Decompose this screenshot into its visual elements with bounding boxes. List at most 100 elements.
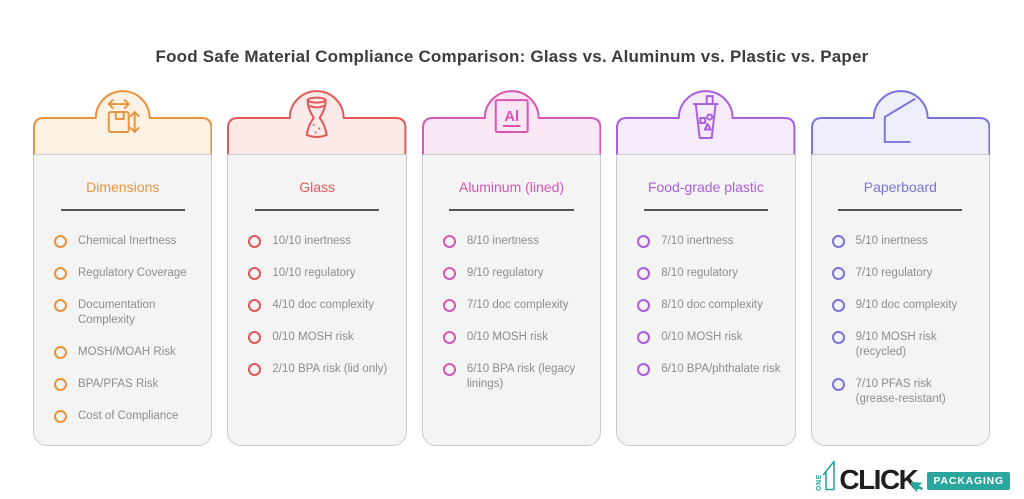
criteria-item: Cost of Compliance: [54, 409, 205, 424]
svg-text:Al: Al: [504, 108, 519, 125]
criteria-item: 8/10 inertness: [442, 234, 594, 249]
card-body: Glass 10/10 inertness 10/10 regulatory 4/1…: [227, 154, 407, 446]
bullet-ring-icon: [248, 362, 262, 376]
bullet-ring-icon: [831, 235, 845, 248]
item-label: 8/10 regulatory: [661, 266, 738, 279]
criteria-item: 0/10 MOSH risk: [637, 330, 788, 345]
criteria-list: 8/10 inertness 9/10 regulatory 7/10 doc co…: [423, 234, 600, 392]
item-label: 2/10 BPA risk (lid only): [272, 362, 388, 375]
bullet-ring-icon: [637, 362, 651, 376]
bullet-ring-icon: [442, 235, 456, 248]
criteria-item: 8/10 doc complexity: [637, 298, 788, 313]
bullet-ring-icon: [54, 266, 67, 280]
bullet-ring-icon: [831, 377, 845, 391]
material-card-aluminum: Al Aluminum (lined) 8/10 inertness 9/10 r…: [421, 90, 602, 446]
criteria-item: 2/10 BPA risk (lid only): [248, 362, 399, 377]
one-page-icon: [823, 460, 836, 491]
title-underline: [838, 209, 963, 211]
item-label: 8/10 doc complexity: [661, 298, 763, 311]
criteria-item: Documentation Complexity: [54, 298, 205, 328]
card-body: Dimensions Chemical Inertness Regulatory …: [33, 154, 213, 446]
criteria-list: 5/10 inertness 7/10 regulatory 9/10 doc co…: [812, 234, 989, 407]
card-title: Food-grade plastic: [647, 179, 764, 195]
bullet-ring-icon: [54, 377, 67, 391]
title-underline: [255, 209, 380, 211]
bullet-ring-icon: [831, 266, 845, 280]
bullet-ring-icon: [54, 409, 67, 423]
item-label: 7/10 inertness: [661, 235, 734, 247]
criteria-item: BPA/PFAS Risk: [54, 377, 205, 392]
bullet-ring-icon: [831, 298, 845, 312]
logo-packaging-badge: PACKAGING: [927, 472, 1010, 490]
bullet-ring-icon: [637, 330, 651, 344]
item-label: 4/10 doc complexity: [272, 298, 375, 311]
criteria-item: 7/10 regulatory: [831, 266, 983, 281]
bullet-ring-icon: [637, 266, 651, 280]
item-label: 6/10 BPA risk (legacy linings): [466, 362, 576, 390]
criteria-list: 7/10 inertness 8/10 regulatory 8/10 doc co…: [617, 234, 794, 377]
bullet-ring-icon: [54, 298, 67, 312]
material-card-glass: Glass 10/10 inertness 10/10 regulatory 4/1…: [227, 90, 407, 446]
criteria-item: 9/10 MOSH risk (recycled): [831, 330, 983, 360]
criteria-item: 6/10 BPA risk (legacy linings): [442, 362, 594, 392]
item-label: 9/10 regulatory: [466, 266, 544, 279]
criteria-list: Chemical Inertness Regulatory Coverage Doc…: [34, 234, 211, 424]
card-title: Paperboard: [863, 179, 937, 195]
paperboard-box-icon: [883, 98, 916, 143]
item-label: 6/10 BPA/phthalate risk: [661, 362, 781, 375]
card-header-tab: [227, 90, 407, 155]
cursor-icon: [911, 481, 924, 493]
material-card-paperboard: Paperboard 5/10 inertness 7/10 regulatory…: [810, 90, 991, 446]
oneclick-packaging-logo: ONE CLICK PACKAGING: [816, 460, 1010, 494]
card-header-tab: [810, 90, 991, 155]
criteria-item: 7/10 inertness: [637, 234, 788, 249]
bullet-ring-icon: [248, 235, 262, 248]
item-label: MOSH/MOAH Risk: [78, 345, 176, 358]
bullet-ring-icon: [248, 330, 262, 344]
card-header-tab: [33, 90, 213, 155]
item-label: Regulatory Coverage: [78, 266, 187, 279]
bullet-ring-icon: [442, 266, 456, 280]
bullet-ring-icon: [248, 266, 262, 280]
material-card-plastic: Food-grade plastic 7/10 inertness 8/10 re…: [616, 90, 796, 446]
item-label: Documentation Complexity: [78, 298, 156, 326]
bullet-ring-icon: [54, 235, 67, 248]
criteria-item: 5/10 inertness: [831, 234, 983, 249]
item-label: 9/10 MOSH risk (recycled): [855, 330, 937, 358]
criteria-item: 8/10 regulatory: [637, 266, 788, 281]
criteria-list: 10/10 inertness 10/10 regulatory 4/10 doc …: [228, 234, 405, 377]
item-label: 9/10 doc complexity: [855, 298, 958, 311]
card-title: Aluminum (lined): [458, 179, 565, 195]
criteria-item: 7/10 PFAS risk (grease-resistant): [831, 377, 983, 407]
card-body: Aluminum (lined) 8/10 inertness 9/10 regu…: [421, 154, 602, 446]
item-label: Cost of Compliance: [78, 409, 179, 422]
criteria-item: MOSH/MOAH Risk: [54, 345, 205, 360]
criteria-item: 7/10 doc complexity: [442, 298, 594, 313]
bullet-ring-icon: [442, 330, 456, 344]
item-label: 0/10 MOSH risk: [466, 330, 548, 343]
bullet-ring-icon: [831, 330, 845, 344]
item-label: 10/10 inertness: [272, 235, 352, 247]
card-title: Glass: [299, 179, 335, 195]
criteria-item: 9/10 doc complexity: [831, 298, 983, 313]
card-header-tab: [616, 90, 796, 155]
item-label: 10/10 regulatory: [272, 266, 356, 279]
glass-icon: [306, 96, 329, 138]
item-label: 0/10 MOSH risk: [272, 330, 354, 343]
plastic-cup-icon: [692, 95, 719, 139]
box-dimensions-icon: [107, 99, 140, 133]
criteria-item: 0/10 MOSH risk: [248, 330, 399, 345]
bullet-ring-icon: [248, 298, 262, 312]
logo-one-block: ONE: [816, 460, 837, 491]
bullet-ring-icon: [442, 298, 456, 312]
item-label: 7/10 doc complexity: [466, 298, 569, 311]
criteria-item: 9/10 regulatory: [442, 266, 594, 281]
card-body: Paperboard 5/10 inertness 7/10 regulatory…: [810, 154, 991, 446]
criteria-item: 4/10 doc complexity: [248, 298, 399, 313]
criteria-item: 10/10 inertness: [248, 234, 399, 249]
title-underline: [60, 209, 185, 211]
bullet-ring-icon: [637, 235, 651, 248]
item-label: BPA/PFAS Risk: [78, 377, 159, 390]
aluminum-symbol-icon: Al: [494, 99, 529, 133]
criteria-item: 10/10 regulatory: [248, 266, 399, 281]
